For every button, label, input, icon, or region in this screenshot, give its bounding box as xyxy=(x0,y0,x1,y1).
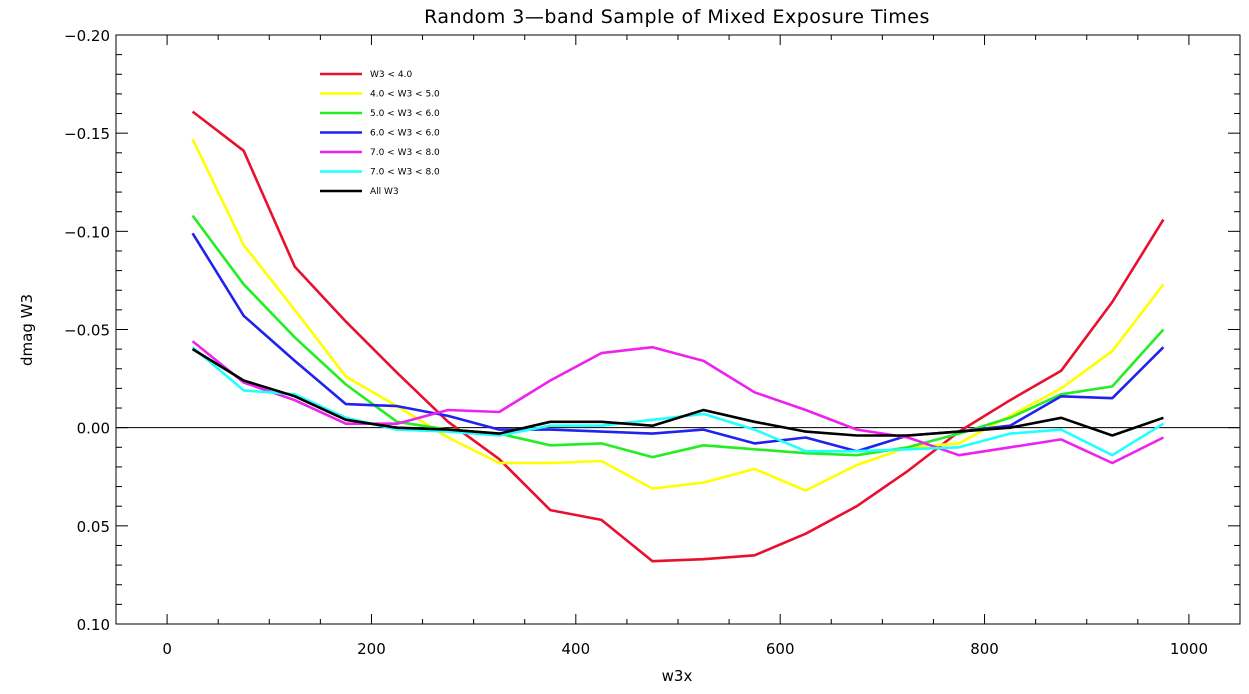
chart-title: Random 3—band Sample of Mixed Exposure T… xyxy=(424,6,930,28)
legend-label: 7.0 < W3 < 8.0 xyxy=(370,168,440,178)
axis-ticks xyxy=(116,34,1240,625)
legend-label: All W3 xyxy=(370,187,399,197)
x-tick-label: 400 xyxy=(561,640,590,658)
legend-label: W3 < 4.0 xyxy=(370,70,412,80)
series-lines xyxy=(191,110,1165,563)
y-tick-label: −0.10 xyxy=(64,223,110,241)
plot-frame xyxy=(115,34,1241,625)
y-tick-label: 0.10 xyxy=(77,616,110,634)
y-tick-label: 0.00 xyxy=(77,420,110,438)
series-line-6 xyxy=(191,346,1165,457)
legend-label: 4.0 < W3 < 5.0 xyxy=(370,90,440,100)
x-tick-label: 200 xyxy=(357,640,386,658)
y-tick-label: 0.05 xyxy=(77,518,110,536)
x-axis-label: w3x xyxy=(662,667,693,685)
y-tick-label: −0.05 xyxy=(64,322,110,340)
x-tick-label: 800 xyxy=(970,640,999,658)
y-axis-label: dmag W3 xyxy=(18,294,36,366)
legend-label: 7.0 < W3 < 8.0 xyxy=(370,148,440,158)
series-line-3 xyxy=(191,214,1165,459)
x-tick-label: 600 xyxy=(766,640,795,658)
x-tick-label: 1000 xyxy=(1170,640,1208,658)
legend-label: 6.0 < W3 < 6.0 xyxy=(370,129,440,139)
series-line-7 xyxy=(191,347,1164,437)
axis-tick-labels: 0 200 400 600 800 1000 −0.20 −0.15 −0.10 −0.05 0.0… xyxy=(64,27,1208,658)
series-line-4 xyxy=(191,232,1165,453)
x-tick-label: 0 xyxy=(162,640,172,658)
legend: W3 < 4.0 4.0 < W3 < 5.0 5.0 < W3 < 6.0 6.0 … xyxy=(320,70,440,197)
legend-label: 5.0 < W3 < 6.0 xyxy=(370,109,440,119)
y-tick-label: −0.15 xyxy=(64,125,110,143)
series-line-1 xyxy=(191,110,1165,563)
y-tick-label: −0.20 xyxy=(64,27,110,45)
series-line-5 xyxy=(191,340,1164,465)
